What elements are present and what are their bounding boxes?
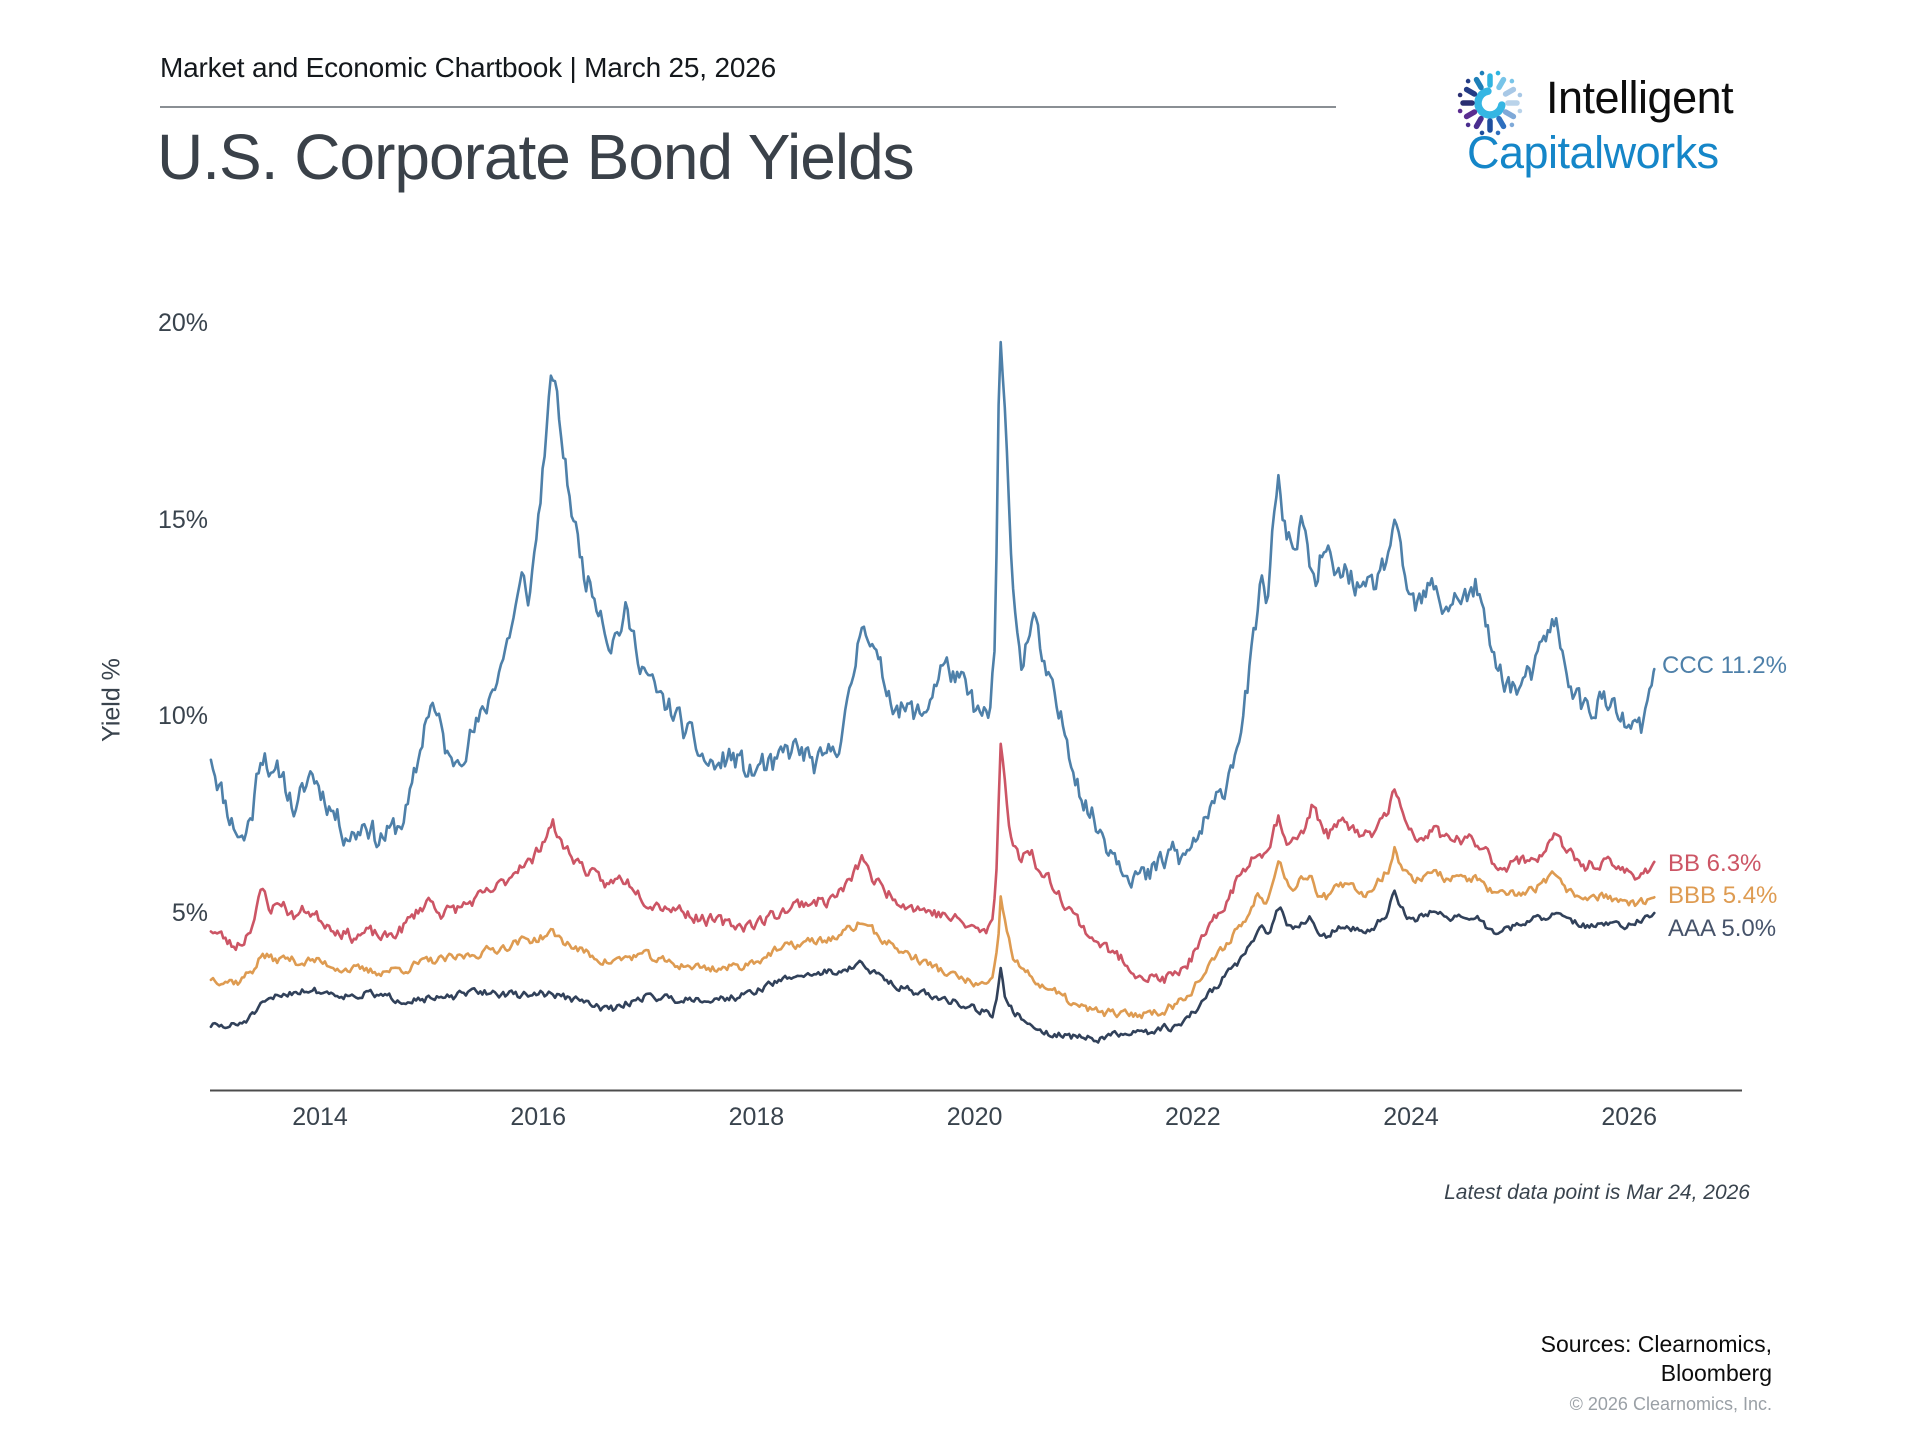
line-series-ccc — [209, 340, 1656, 889]
logo-dot — [1457, 92, 1463, 98]
logo-ray — [1473, 115, 1484, 130]
logo-ray — [1502, 86, 1517, 97]
logo-dot — [1517, 92, 1523, 98]
logo-ray — [1473, 76, 1484, 91]
sources-note: Sources: Clearnomics, Bloomberg © 2026 C… — [1541, 1330, 1772, 1419]
logo-ray — [1463, 109, 1478, 120]
logo-dot — [1457, 108, 1463, 114]
copyright-note: © 2026 Clearnomics, Inc. — [1569, 1394, 1772, 1414]
x-tick-label-2016: 2016 — [510, 1103, 566, 1131]
x-tick-label-2026: 2026 — [1601, 1103, 1657, 1131]
latest-data-note: Latest data point is Mar 24, 2026 — [1444, 1181, 1750, 1204]
series-end-label-bbb: BBB 5.4% — [1668, 882, 1778, 909]
y-tick-label-5: 5% — [171, 899, 208, 927]
line-series-bbb — [209, 845, 1656, 1020]
logo-dot — [1509, 122, 1515, 128]
logo-burst-icon — [1457, 70, 1523, 136]
line-series-bb — [209, 742, 1656, 985]
y-tick-label-10: 10% — [157, 702, 208, 731]
x-tick-label-2014: 2014 — [292, 1103, 348, 1131]
logo-text-capitalworks: Capitalworks — [1467, 127, 1719, 178]
page-title: U.S. Corporate Bond Yields — [157, 121, 915, 193]
logo-ray — [1463, 86, 1478, 97]
y-tick-label-15: 15% — [157, 505, 208, 534]
logo-dot — [1479, 130, 1485, 136]
x-tick-label-2022: 2022 — [1164, 1103, 1221, 1131]
header-divider — [160, 106, 1336, 108]
logo-dot — [1465, 122, 1471, 128]
x-tick-label-2020: 2020 — [946, 1103, 1003, 1131]
sources-line-1: Sources: Clearnomics, — [1540, 1331, 1772, 1357]
logo-dot — [1495, 130, 1501, 136]
logo-dot — [1479, 70, 1485, 76]
series-end-label-aaa: AAA 5.0% — [1668, 915, 1777, 942]
y-tick-label-20: 20% — [157, 308, 208, 337]
logo-ray — [1496, 115, 1507, 130]
logo-ray — [1496, 76, 1507, 91]
chartbook-header: Market and Economic Chartbook | March 25… — [160, 52, 776, 83]
sources-line-2: Bloomberg — [1660, 1360, 1772, 1386]
logo-dot — [1495, 70, 1501, 76]
logo-dot — [1509, 78, 1515, 84]
series-end-label-ccc: CCC 11.2% — [1662, 652, 1787, 679]
logo: Intelligent Capitalworks — [1450, 56, 1800, 186]
logo-ray — [1502, 109, 1517, 120]
logo-text-intelligent: Intelligent — [1546, 72, 1734, 123]
series-end-label-bb: BB 6.3% — [1668, 850, 1762, 877]
logo-crescent — [1474, 87, 1506, 119]
x-tick-label-2018: 2018 — [728, 1103, 785, 1131]
logo-dot — [1465, 78, 1471, 84]
line-series-aaa — [209, 889, 1656, 1044]
x-tick-label-2024: 2024 — [1383, 1103, 1439, 1131]
logo-dot — [1517, 108, 1523, 114]
